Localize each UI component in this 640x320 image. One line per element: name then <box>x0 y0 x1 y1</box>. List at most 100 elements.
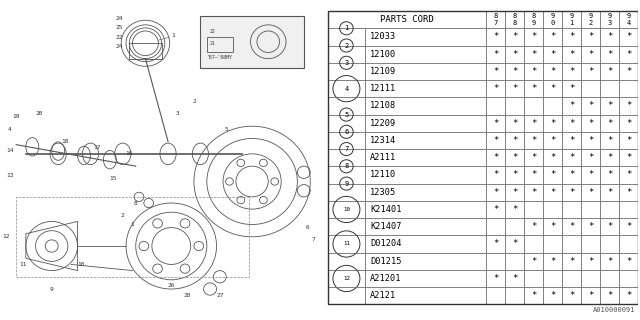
Text: *: * <box>531 32 536 41</box>
Text: *: * <box>550 32 556 41</box>
Bar <box>619 218 638 235</box>
Text: 3: 3 <box>607 20 612 27</box>
Bar <box>365 218 486 235</box>
Text: 9: 9 <box>570 13 574 19</box>
Bar <box>543 166 562 184</box>
Bar <box>328 11 486 28</box>
Text: *: * <box>569 257 574 266</box>
Bar <box>619 11 638 28</box>
Bar <box>600 80 619 97</box>
Bar <box>543 45 562 63</box>
Bar <box>486 201 506 218</box>
Bar <box>16 197 249 277</box>
Text: *: * <box>569 101 574 110</box>
Text: 7: 7 <box>344 146 349 152</box>
Bar <box>600 28 619 45</box>
Text: 12033: 12033 <box>371 32 397 41</box>
Text: *: * <box>493 119 499 128</box>
Text: 1: 1 <box>570 20 574 27</box>
Bar <box>562 235 581 252</box>
Bar <box>365 149 486 166</box>
Text: *: * <box>607 136 612 145</box>
Text: *: * <box>531 67 536 76</box>
Text: 2: 2 <box>589 20 593 27</box>
Text: 7: 7 <box>312 237 316 242</box>
Text: *: * <box>588 291 593 300</box>
Text: *: * <box>493 188 499 197</box>
Text: 12305: 12305 <box>371 188 397 197</box>
Text: 16: 16 <box>125 151 133 156</box>
Text: *: * <box>512 136 518 145</box>
Text: *: * <box>569 119 574 128</box>
Text: 26: 26 <box>168 284 175 288</box>
Text: *: * <box>493 205 499 214</box>
Bar <box>486 252 506 270</box>
Text: 4: 4 <box>627 20 631 27</box>
Text: K21407: K21407 <box>371 222 402 231</box>
Bar <box>600 97 619 115</box>
Text: 12: 12 <box>3 234 10 239</box>
Text: 19: 19 <box>12 115 20 119</box>
Text: *: * <box>512 205 518 214</box>
Text: 12: 12 <box>343 276 350 281</box>
Text: *: * <box>626 119 631 128</box>
Bar <box>506 80 524 97</box>
Bar <box>328 149 365 166</box>
Text: *: * <box>588 222 593 231</box>
Text: *: * <box>607 32 612 41</box>
Text: 20: 20 <box>35 111 42 116</box>
Text: *: * <box>512 171 518 180</box>
Text: 2: 2 <box>121 213 125 218</box>
Bar <box>543 218 562 235</box>
Bar <box>562 270 581 287</box>
Bar <box>506 115 524 132</box>
Bar <box>486 287 506 304</box>
Text: *: * <box>531 188 536 197</box>
Text: *: * <box>607 222 612 231</box>
Bar <box>619 184 638 201</box>
Bar <box>506 166 524 184</box>
Text: *: * <box>550 188 556 197</box>
Text: *: * <box>607 119 612 128</box>
Text: *: * <box>588 171 593 180</box>
Bar <box>524 201 543 218</box>
Bar <box>200 16 304 68</box>
Bar <box>524 252 543 270</box>
Text: 6: 6 <box>305 225 309 230</box>
Text: *: * <box>626 291 631 300</box>
Bar <box>328 252 365 270</box>
Bar <box>506 11 524 28</box>
Text: 17: 17 <box>93 145 100 150</box>
Bar <box>506 201 524 218</box>
Bar <box>619 235 638 252</box>
Text: 12111: 12111 <box>371 84 397 93</box>
Text: *: * <box>569 84 574 93</box>
Text: 1: 1 <box>344 25 349 31</box>
Bar <box>328 287 365 304</box>
Text: PARTS CORD: PARTS CORD <box>380 15 434 24</box>
Text: *: * <box>531 257 536 266</box>
Text: *: * <box>626 153 631 162</box>
Bar <box>328 115 365 132</box>
Bar <box>562 149 581 166</box>
Bar <box>581 166 600 184</box>
Bar <box>581 11 600 28</box>
Text: *: * <box>531 291 536 300</box>
Text: *: * <box>626 136 631 145</box>
Text: 11: 11 <box>343 242 350 246</box>
Text: 24: 24 <box>116 44 124 49</box>
Text: *: * <box>512 188 518 197</box>
Text: *: * <box>588 188 593 197</box>
Text: D01204: D01204 <box>371 239 402 249</box>
Text: 10: 10 <box>77 262 84 267</box>
Text: 1: 1 <box>172 33 175 38</box>
Bar <box>129 43 161 59</box>
Text: 18: 18 <box>61 139 68 144</box>
Text: *: * <box>550 119 556 128</box>
Text: *: * <box>569 136 574 145</box>
Bar <box>581 270 600 287</box>
Bar <box>619 252 638 270</box>
Text: *: * <box>512 67 518 76</box>
Bar <box>600 184 619 201</box>
Bar <box>328 201 365 218</box>
